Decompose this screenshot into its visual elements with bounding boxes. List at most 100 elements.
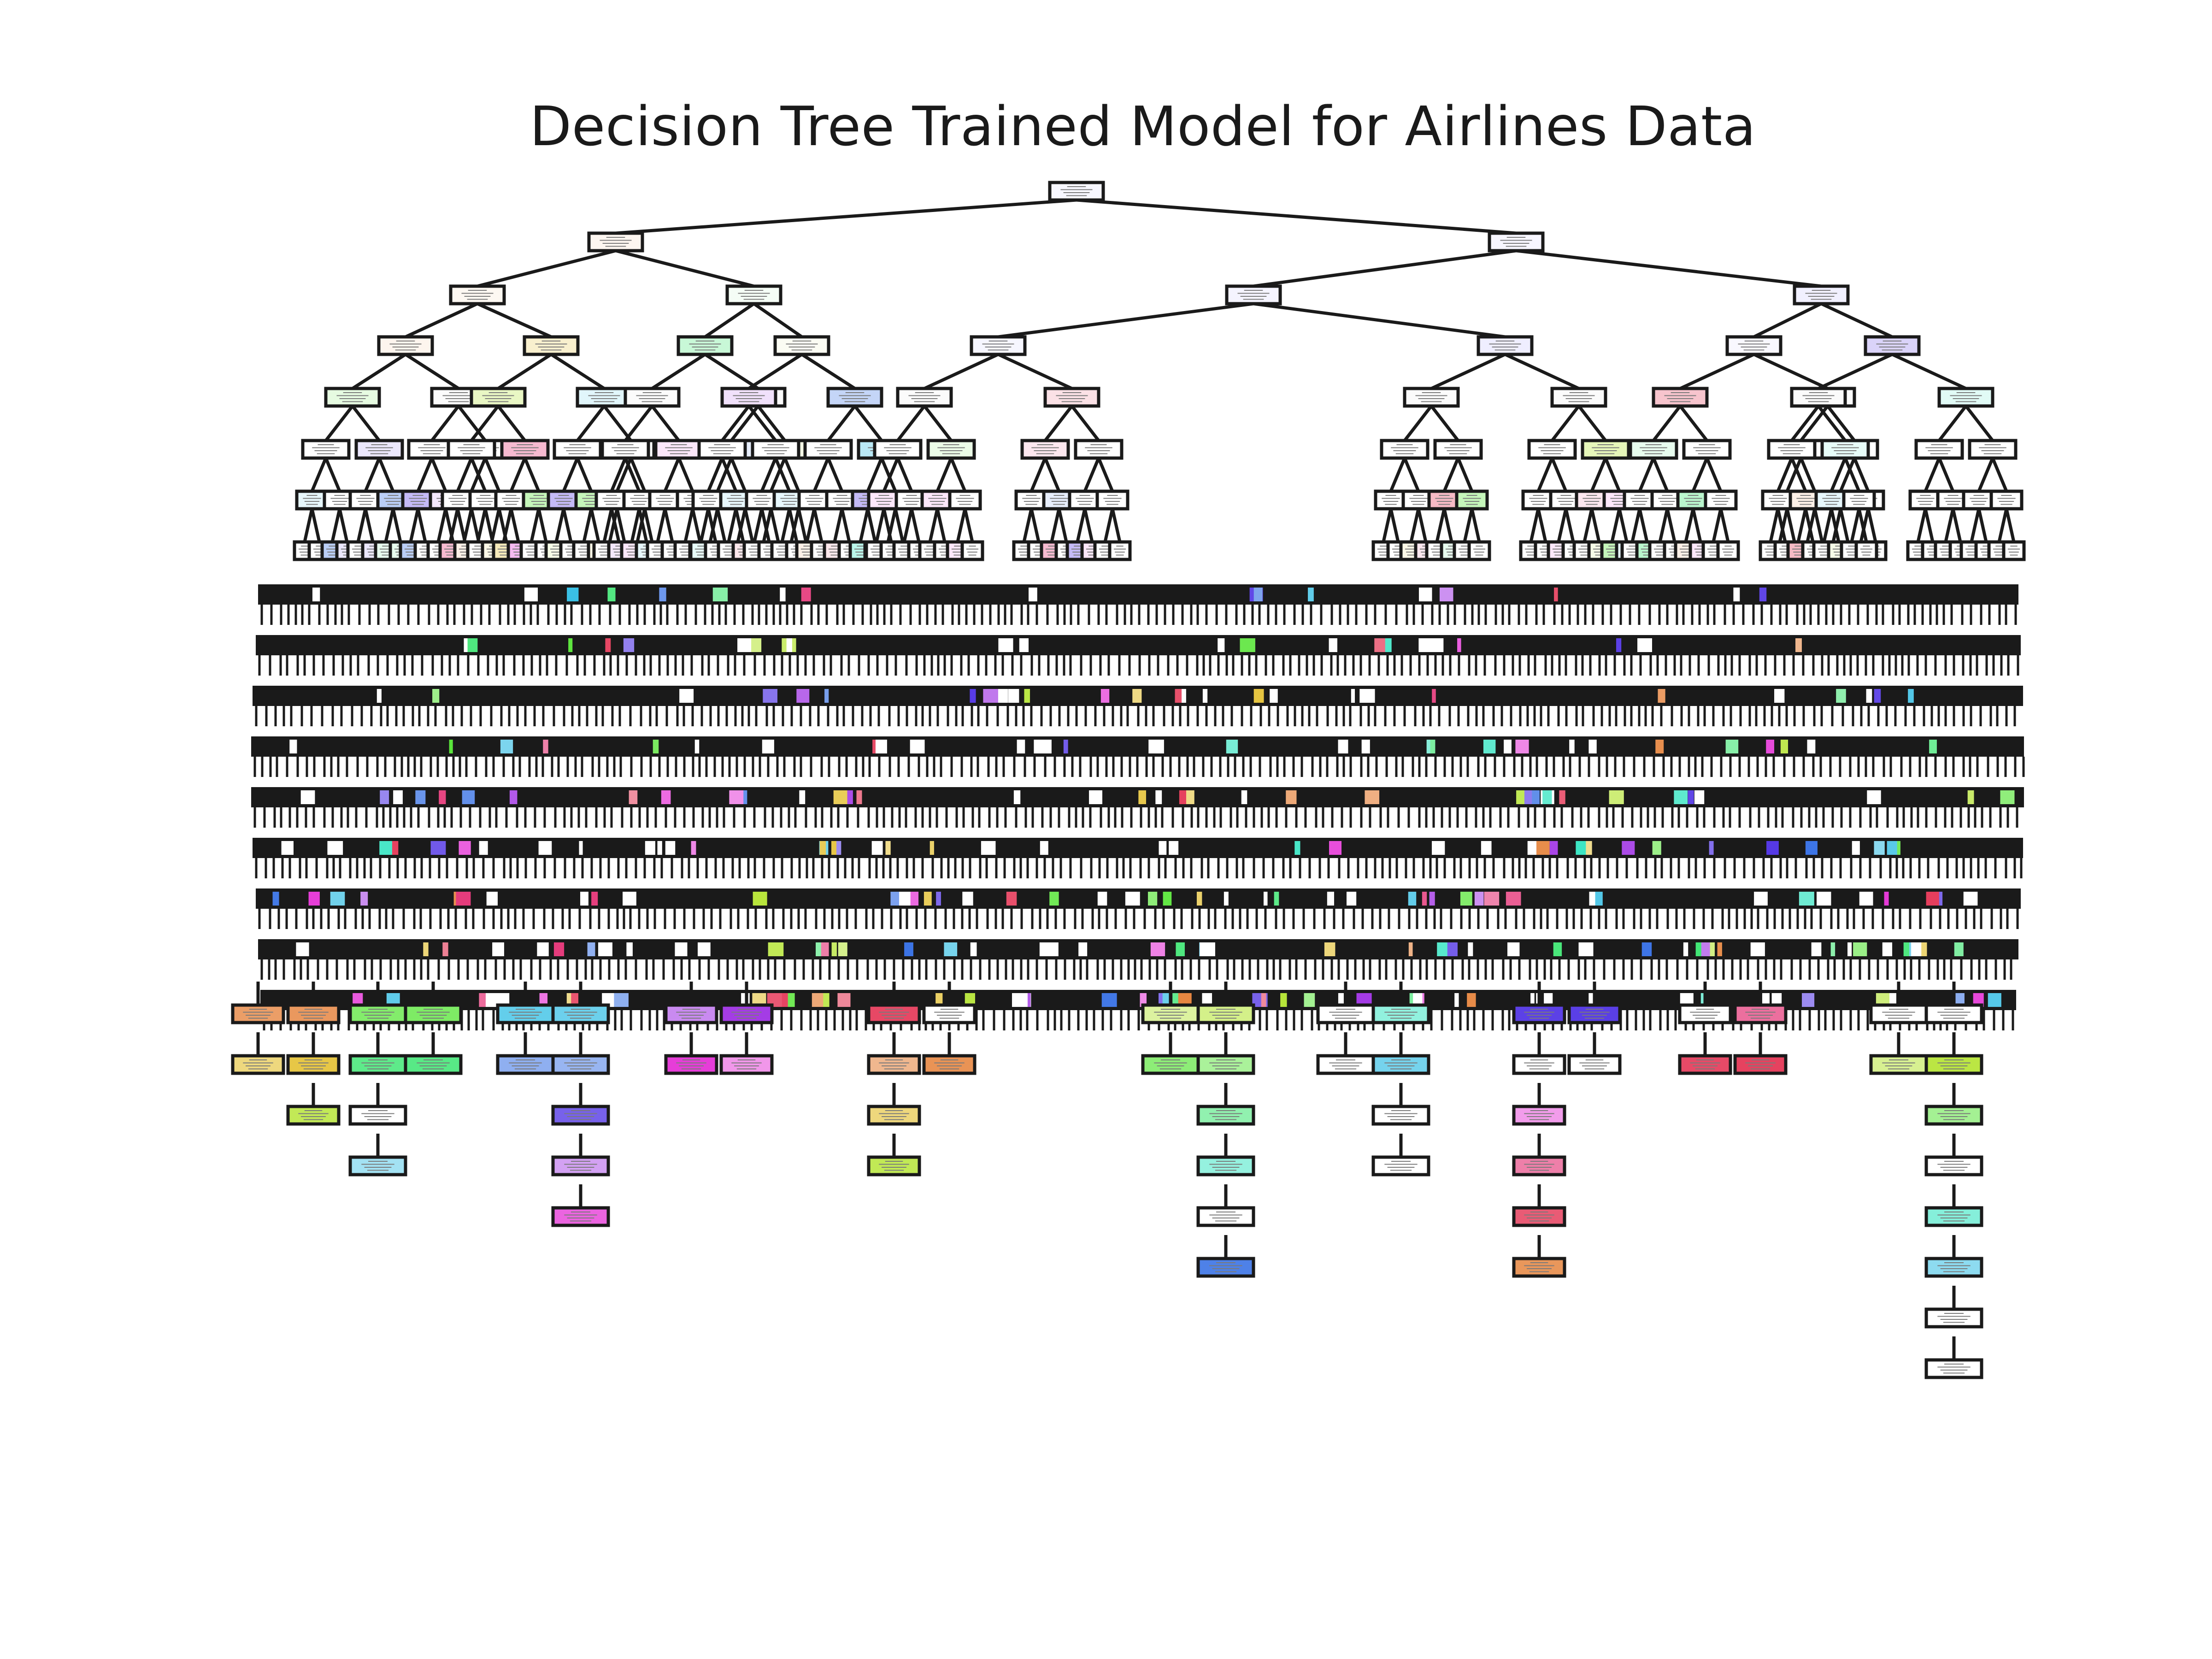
- leaf-fragment: [587, 942, 595, 956]
- tree-edge: [1830, 457, 1847, 492]
- leaf-fragment: [1569, 740, 1575, 753]
- leaf-fragment: [1807, 740, 1816, 753]
- tree-node: [948, 489, 982, 511]
- leaf-fragment: [1908, 689, 1914, 703]
- tree-edge: [324, 405, 354, 442]
- tree-edge: [523, 457, 541, 492]
- leaf-fragment: [936, 892, 941, 906]
- tree-node: [1761, 489, 1795, 511]
- leaf-fragment: [467, 638, 478, 652]
- tree-edge: [1630, 508, 1641, 542]
- tree-node: [1527, 439, 1577, 460]
- tree-edge: [1839, 508, 1850, 542]
- tree-node: [1908, 489, 1942, 511]
- tree-node: [551, 1155, 610, 1177]
- leaf-fragment: [1049, 892, 1059, 906]
- tree-edge: [351, 405, 381, 442]
- leaf-fragment: [1100, 689, 1110, 703]
- tree-edge: [630, 508, 641, 542]
- tree-edge: [1044, 405, 1073, 442]
- tree-node: [1869, 1054, 1928, 1075]
- tree-node: [348, 489, 382, 511]
- tree-edge: [610, 508, 621, 542]
- tree-node: [1854, 540, 1878, 561]
- tree-node: [648, 489, 682, 511]
- tree-node: [470, 387, 527, 408]
- leaf-fragment: [1759, 588, 1767, 601]
- leaf-fragment: [1181, 689, 1186, 703]
- leaf-fragment: [908, 892, 919, 906]
- leaf-fragment: [1616, 638, 1622, 652]
- leaf-fragment: [762, 740, 774, 753]
- tree-edge: [1679, 405, 1708, 442]
- leaf-fragment: [626, 942, 633, 956]
- tree-edge: [1253, 302, 1506, 339]
- tree-edge: [896, 405, 926, 442]
- leaf-fragment: [272, 892, 279, 906]
- leaf-fragment: [753, 892, 767, 906]
- leaf-fragment: [1261, 993, 1266, 1007]
- tree-node: [1371, 1003, 1430, 1024]
- tree-edge: [1806, 508, 1817, 542]
- leaf-fragment: [786, 638, 792, 652]
- tree-edge: [880, 457, 897, 492]
- tree-edge: [1679, 353, 1755, 390]
- leaf-fragment: [1530, 993, 1535, 1007]
- tree-edge: [409, 508, 420, 542]
- tree-edge: [1442, 457, 1460, 492]
- tree-edge: [762, 508, 773, 542]
- tree-node: [797, 489, 831, 511]
- leaf-fragment: [1700, 993, 1706, 1007]
- tree-edge: [743, 508, 754, 542]
- tree-edge: [1839, 457, 1856, 492]
- tree-node: [286, 1054, 341, 1075]
- leaf-fragment: [1196, 892, 1202, 906]
- tree-edge: [1030, 457, 1047, 492]
- leaf-fragment: [1138, 790, 1146, 804]
- leaf-fragment: [981, 841, 996, 855]
- tree-node: [1678, 1054, 1732, 1075]
- leaf-fragment: [1766, 841, 1779, 855]
- tree-edge: [1938, 405, 1967, 442]
- tree-edge: [377, 457, 395, 492]
- tree-edge: [1776, 457, 1794, 492]
- tree-node: [404, 1003, 463, 1024]
- leaf-fragment: [623, 892, 636, 906]
- tree-edge: [483, 508, 494, 542]
- leaf-fragment: [1351, 689, 1355, 703]
- leaf-fragment: [1852, 841, 1860, 855]
- tree-node: [873, 439, 923, 460]
- leaf-fragment: [1454, 993, 1459, 1007]
- leaf-fragment: [1078, 942, 1083, 956]
- leaf-fragment: [1125, 892, 1140, 906]
- leaf-fragment: [300, 790, 315, 804]
- tree-edge: [801, 353, 856, 390]
- tree-edge: [1822, 508, 1833, 542]
- leaf-fragment: [1029, 588, 1037, 601]
- tree-edge: [1050, 508, 1061, 542]
- leaf-fragment: [904, 942, 913, 956]
- leaf-fragment: [749, 638, 762, 652]
- leaf-fragment: [553, 942, 565, 956]
- leaf-fragment: [1830, 942, 1835, 956]
- tree-edge: [1991, 457, 2008, 492]
- leaf-fragment: [1408, 942, 1413, 956]
- tree-node: [1623, 489, 1657, 511]
- leaf-fragment: [1799, 892, 1814, 906]
- leaf-fragment: [1043, 942, 1059, 956]
- tree-node: [773, 335, 830, 356]
- leaf-fragment: [1929, 740, 1937, 753]
- tree-edge: [882, 508, 893, 542]
- leaf-fragment: [1274, 892, 1279, 906]
- tree-edge: [477, 302, 552, 339]
- leaf-fragment: [1515, 740, 1529, 753]
- leaf-fragment: [1795, 638, 1802, 652]
- leaf-fragment: [970, 942, 977, 956]
- tree-node: [1733, 1054, 1788, 1075]
- leaf-fragment: [1805, 841, 1818, 855]
- tree-edge: [902, 508, 913, 542]
- tree-node: [867, 489, 901, 511]
- tree-node: [1567, 1054, 1622, 1075]
- leaf-fragment: [1709, 841, 1714, 855]
- tree-edge: [352, 353, 406, 390]
